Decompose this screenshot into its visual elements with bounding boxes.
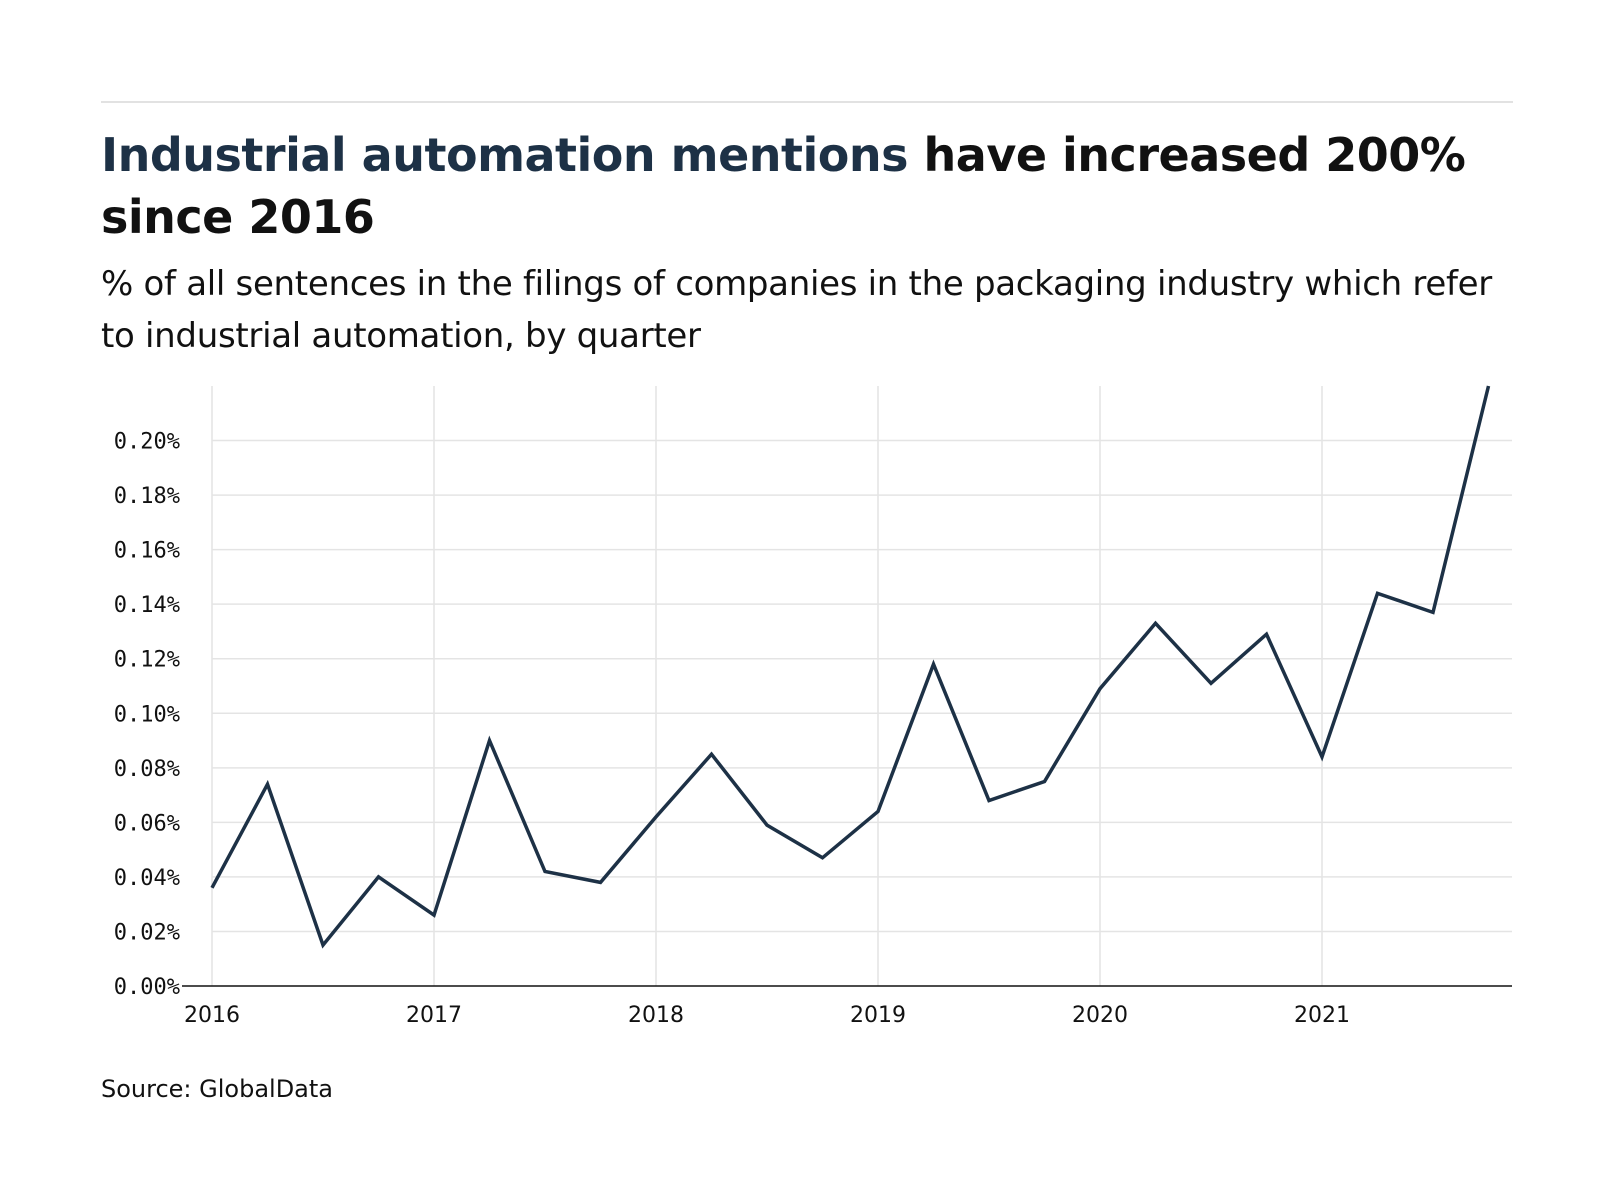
series-line xyxy=(210,385,1491,949)
y-tick-label: 0.10% xyxy=(114,702,180,727)
y-tick-label: 0.16% xyxy=(114,539,180,564)
data-point xyxy=(487,738,493,744)
data-point xyxy=(1097,686,1103,692)
title-rest: have increased 200% since 2016 xyxy=(101,128,1466,244)
x-tick-label: 2018 xyxy=(628,1003,684,1028)
data-point xyxy=(1264,631,1270,637)
y-tick-label: 0.04% xyxy=(114,866,180,891)
data-point xyxy=(931,661,937,667)
chart-title: Industrial automation mentions have incr… xyxy=(101,124,1521,248)
data-point xyxy=(1430,609,1436,615)
x-tick-label: 2016 xyxy=(184,1003,240,1028)
y-tick-label: 0.00% xyxy=(114,975,180,1000)
x-tick-label: 2017 xyxy=(406,1003,462,1028)
data-point xyxy=(986,798,992,804)
data-point xyxy=(764,822,770,828)
y-tick-label: 0.12% xyxy=(114,648,180,673)
chart-subtitle: % of all sentences in the filings of com… xyxy=(101,264,1492,356)
data-point xyxy=(1319,754,1325,760)
y-tick-label: 0.20% xyxy=(114,430,180,455)
data-point xyxy=(265,781,271,787)
y-tick-label: 0.06% xyxy=(114,811,180,836)
y-tick-label: 0.14% xyxy=(114,593,180,618)
data-point xyxy=(1208,680,1214,686)
y-tick-label: 0.18% xyxy=(114,484,180,509)
data-point xyxy=(320,942,326,948)
data-point xyxy=(376,874,382,880)
data-point xyxy=(1375,590,1381,596)
data-point xyxy=(209,885,215,891)
line-chart: 0.00% 0.02% 0.04% 0.06% 0.08% 0.10% 0.12% 0.14%… xyxy=(114,383,1512,1028)
data-point xyxy=(542,868,548,874)
y-tick-label: 0.08% xyxy=(114,757,180,782)
data-point xyxy=(598,879,604,885)
data-point xyxy=(653,814,659,820)
title-highlight: Industrial automation mentions xyxy=(101,128,909,182)
x-tick-label: 2019 xyxy=(850,1003,906,1028)
data-point xyxy=(709,751,715,757)
data-point xyxy=(431,912,437,918)
x-tick-label: 2021 xyxy=(1294,1003,1350,1028)
data-point xyxy=(820,855,826,861)
data-point xyxy=(1153,620,1159,626)
source-note: Source: GlobalData xyxy=(101,1075,334,1103)
y-tick-label: 0.02% xyxy=(114,920,180,945)
x-tick-label: 2020 xyxy=(1072,1003,1128,1028)
data-point xyxy=(875,808,881,814)
data-point xyxy=(1486,383,1492,389)
data-point xyxy=(1042,778,1048,784)
top-rule xyxy=(101,101,1513,103)
